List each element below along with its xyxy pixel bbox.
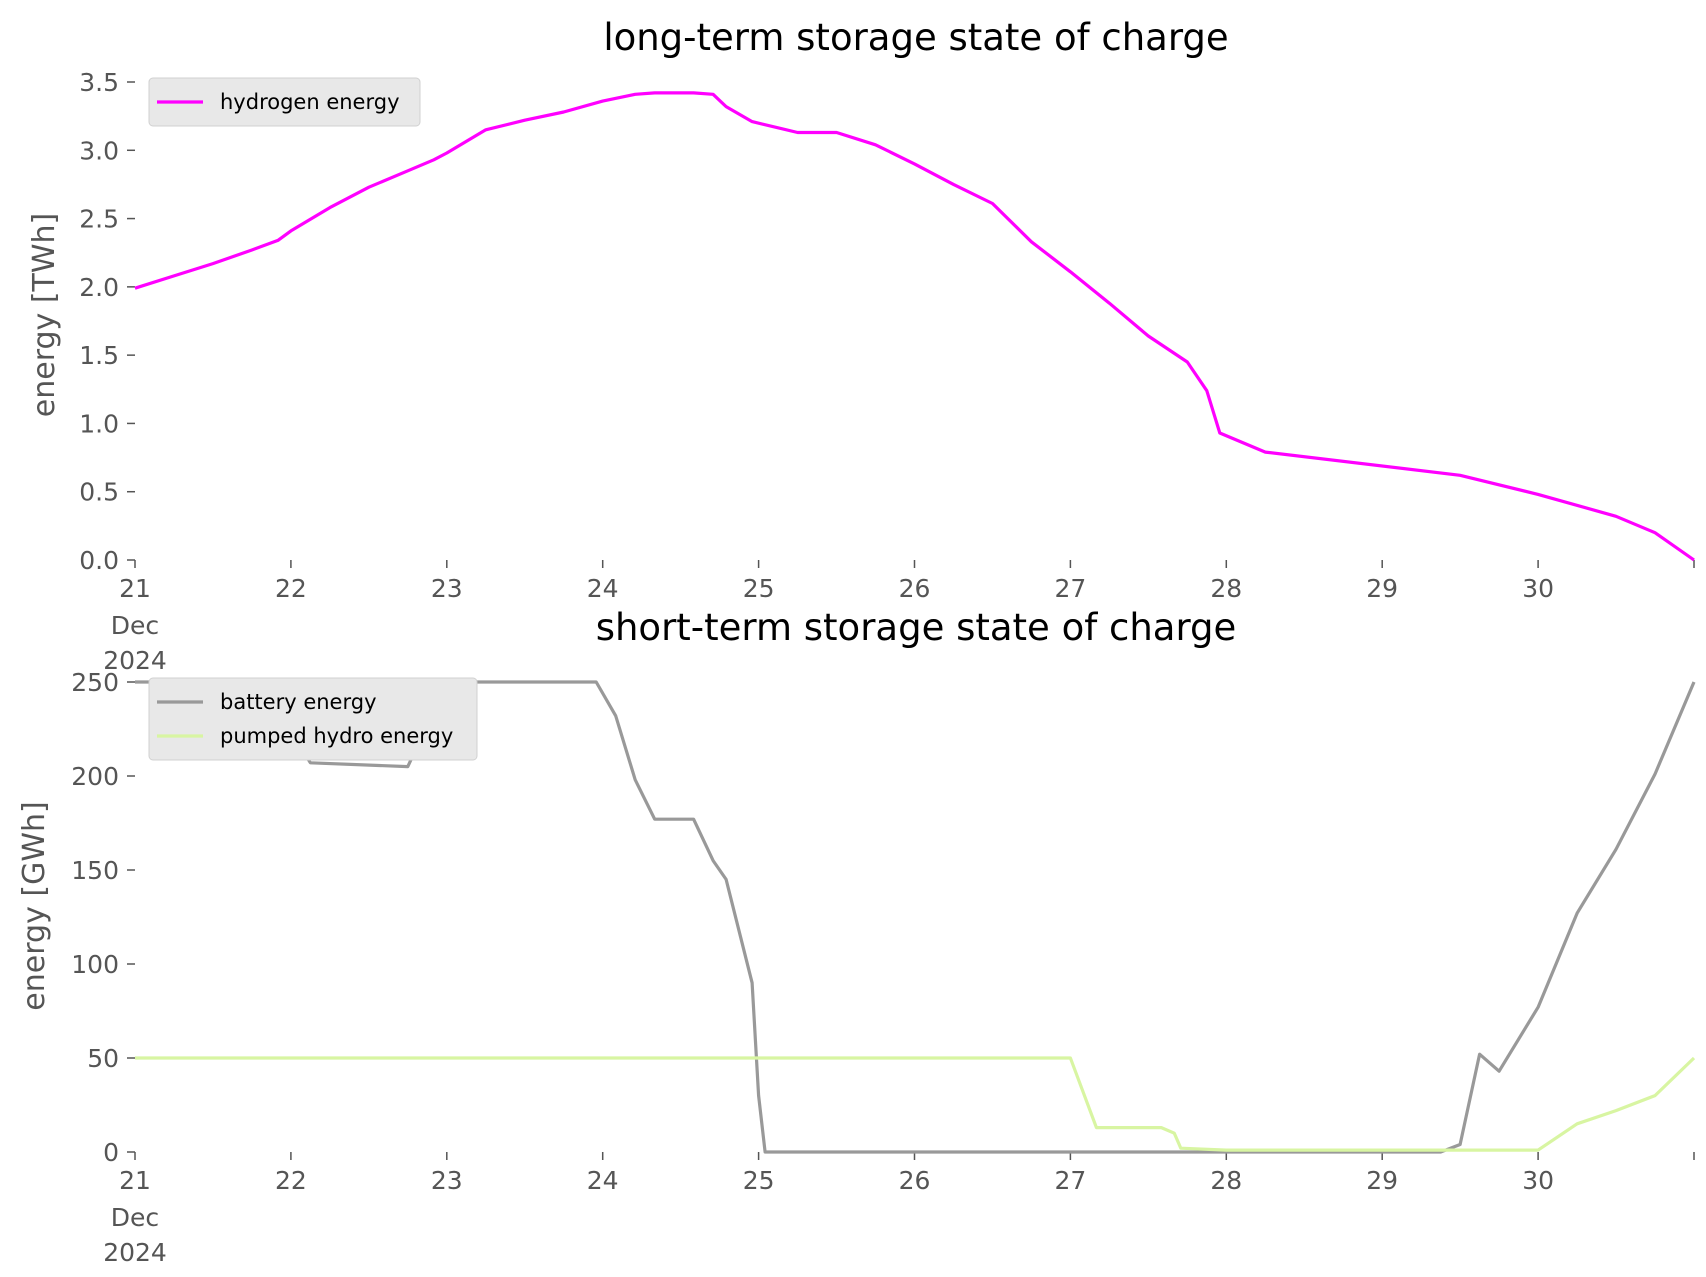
x-tick-label: 27 xyxy=(1054,574,1086,603)
x-tick-label: 26 xyxy=(899,1166,931,1195)
y-tick-label: 100 xyxy=(71,950,119,979)
y-tick-label: 0.0 xyxy=(79,546,119,575)
legend-box xyxy=(148,77,421,127)
chart-title: long-term storage state of charge xyxy=(603,16,1228,59)
short-term-storage-panel: short-term storage state of charge energ… xyxy=(17,606,1696,1267)
y-axis-ticks: 0 50 100 150 200 250 xyxy=(71,668,135,1167)
x-tick-label: 24 xyxy=(587,574,619,603)
x-tick-sublabel: 2024 xyxy=(103,646,167,675)
y-tick-label: 2.0 xyxy=(79,273,119,302)
y-axis-label: energy [TWh] xyxy=(27,213,62,417)
x-tick-label: 29 xyxy=(1366,1166,1398,1195)
y-tick-label: 150 xyxy=(71,856,119,885)
series-lines xyxy=(135,680,1696,1154)
y-axis-ticks: 0.0 0.5 1.0 1.5 2.0 2.5 3.0 3.5 xyxy=(79,68,135,575)
x-tick-label: 30 xyxy=(1522,574,1554,603)
long-term-storage-panel: long-term storage state of charge energy… xyxy=(27,16,1695,675)
series-line-0 xyxy=(135,680,1696,1154)
y-tick-label: 1.5 xyxy=(79,341,119,370)
series-lines xyxy=(134,91,1695,562)
y-tick-label: 250 xyxy=(71,668,119,697)
chart-title: short-term storage state of charge xyxy=(596,606,1237,649)
x-tick-label: 30 xyxy=(1522,1166,1554,1195)
y-tick-label: 200 xyxy=(71,762,119,791)
y-tick-label: 2.5 xyxy=(79,205,119,234)
legend: battery energy pumped hydro energy xyxy=(148,677,478,761)
x-tick-label: 27 xyxy=(1054,1166,1086,1195)
x-tick-label: 28 xyxy=(1210,574,1242,603)
x-tick-label: 28 xyxy=(1210,1166,1242,1195)
y-axis-label: energy [GWh] xyxy=(17,801,52,1010)
y-tick-label: 0.5 xyxy=(79,478,119,507)
legend: hydrogen energy xyxy=(148,77,421,127)
y-tick-label: 50 xyxy=(87,1044,119,1073)
x-tick-label: 22 xyxy=(275,1166,307,1195)
x-tick-label: 21 xyxy=(119,574,151,603)
x-tick-label: 29 xyxy=(1366,574,1398,603)
x-tick-label: 25 xyxy=(743,574,775,603)
x-tick-label: 22 xyxy=(275,574,307,603)
x-tick-label: 24 xyxy=(587,1166,619,1195)
y-tick-label: 3.0 xyxy=(79,136,119,165)
x-tick-sublabel: Dec xyxy=(111,1203,159,1232)
x-tick-label: 25 xyxy=(743,1166,775,1195)
x-tick-sublabel: 2024 xyxy=(103,1238,167,1267)
x-axis-ticks: 21 Dec 2024 22 23 24 25 26 27 28 29 30 xyxy=(103,560,1695,675)
x-tick-label: 23 xyxy=(431,574,463,603)
y-tick-label: 1.0 xyxy=(79,409,119,438)
series-line-1 xyxy=(135,1056,1696,1152)
legend-label: hydrogen energy xyxy=(220,90,400,114)
legend-label: pumped hydro energy xyxy=(220,724,453,748)
x-tick-label: 23 xyxy=(431,1166,463,1195)
y-tick-label: 0 xyxy=(103,1138,119,1167)
legend-label: battery energy xyxy=(220,690,377,714)
x-tick-sublabel: Dec xyxy=(111,611,159,640)
x-tick-label: 21 xyxy=(119,1166,151,1195)
series-line-0 xyxy=(134,91,1695,562)
legend-box xyxy=(148,677,478,761)
y-tick-label: 3.5 xyxy=(79,68,119,97)
x-axis-ticks: 21 Dec 2024 22 23 24 25 26 27 28 29 30 xyxy=(103,1152,1695,1267)
x-tick-label: 26 xyxy=(899,574,931,603)
